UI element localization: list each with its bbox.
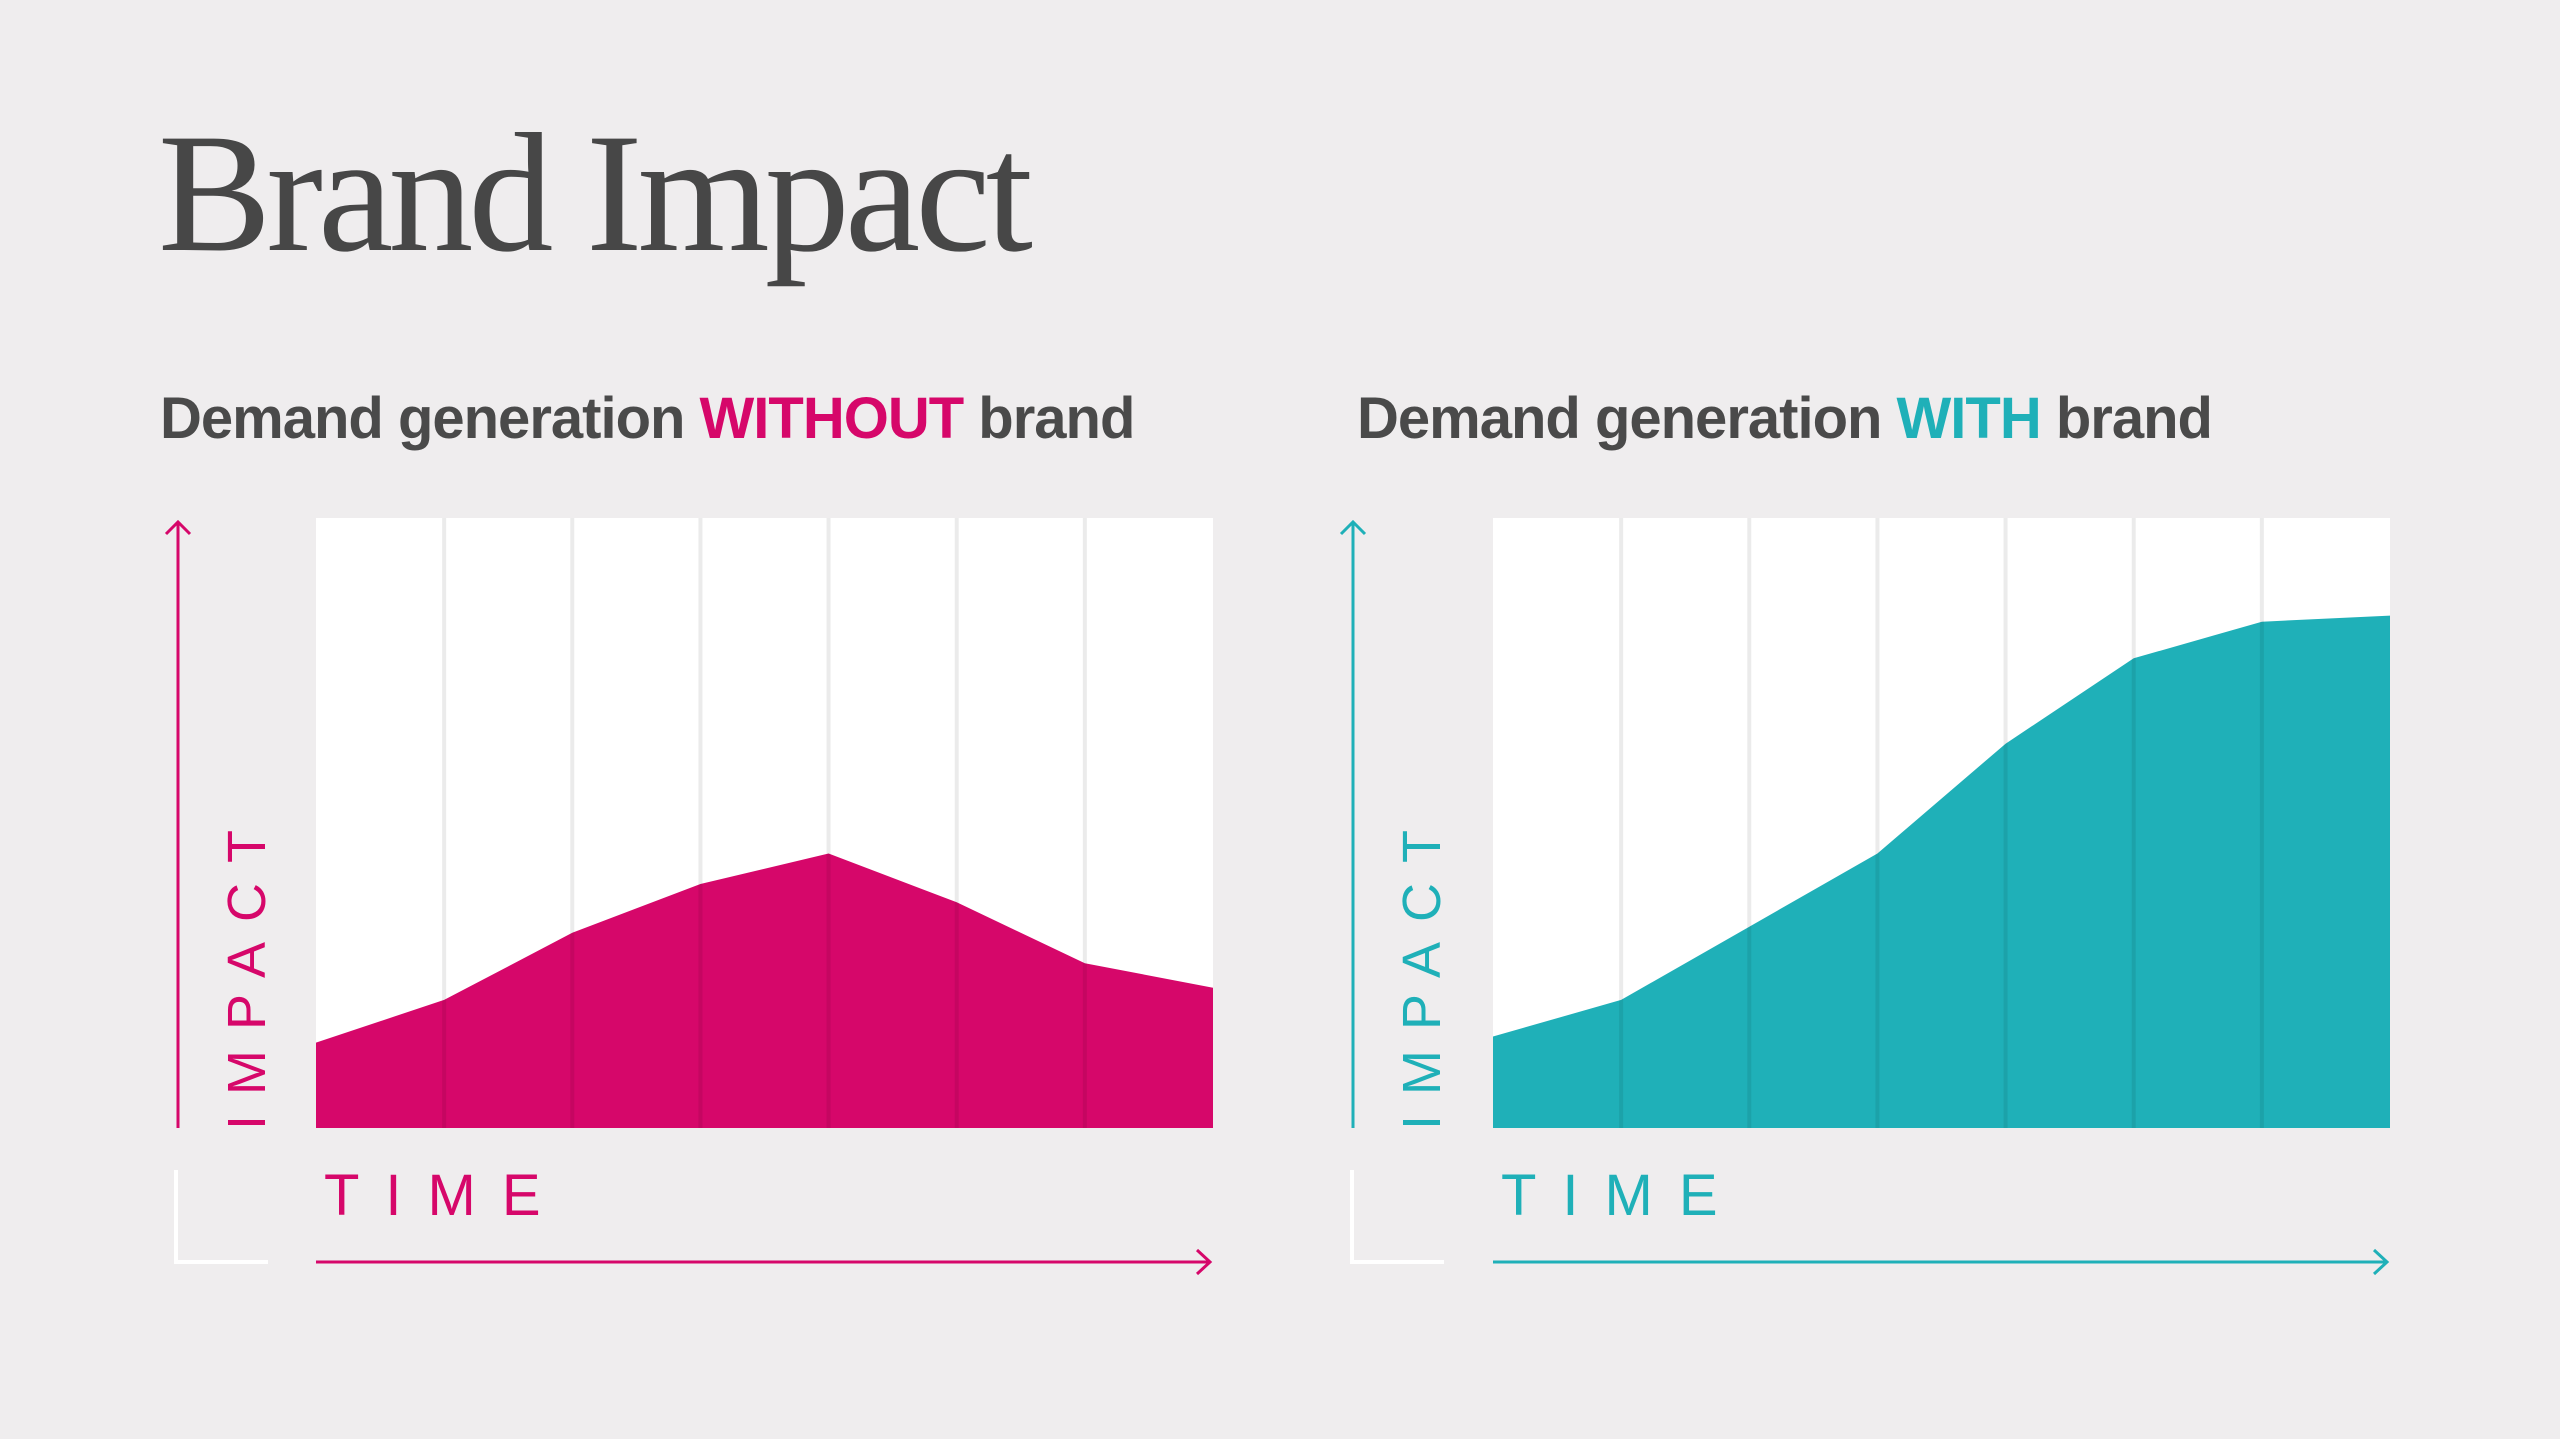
- x-axis-label: TIME: [324, 1163, 567, 1228]
- chart-subtitle-without-brand: Demand generation WITHOUT brand: [160, 385, 1135, 452]
- x-axis-label: TIME: [1501, 1163, 1744, 1228]
- x-axis-arrowhead: [1195, 1248, 1213, 1276]
- y-axis-label: IMPACT: [217, 810, 277, 1130]
- subtitle-prefix: Demand generation: [1357, 386, 1897, 451]
- subtitle-prefix: Demand generation: [160, 386, 700, 451]
- y-axis-arrowhead: [164, 519, 192, 536]
- area-chart-with-brand: IMPACT TIME: [1339, 518, 2390, 1276]
- chart-subtitle-with-brand: Demand generation WITH brand: [1357, 385, 2213, 452]
- area-chart-without-brand: IMPACT TIME: [164, 518, 1213, 1276]
- x-axis-arrowhead: [2372, 1248, 2390, 1276]
- origin-corner: [174, 1170, 268, 1264]
- area-fill: [316, 853, 1213, 1128]
- chart-panel-with-brand: Demand generation WITH brand IMPACT TIME: [1177, 0, 2390, 1439]
- page-title: Brand Impact: [158, 99, 1033, 287]
- subtitle-suffix: brand: [2040, 386, 2213, 451]
- origin-corner: [1350, 1170, 1444, 1264]
- subtitle-keyword-without: WITHOUT: [699, 386, 965, 451]
- chart-panel-without-brand: Demand generation WITHOUT brand IMPACT TI…: [0, 0, 1213, 1439]
- area-fill: [1493, 615, 2390, 1128]
- y-axis-arrowhead: [1339, 519, 1367, 536]
- y-axis-label: IMPACT: [1392, 810, 1452, 1130]
- subtitle-keyword-with: WITH: [1896, 386, 2042, 451]
- subtitle-suffix: brand: [963, 386, 1135, 451]
